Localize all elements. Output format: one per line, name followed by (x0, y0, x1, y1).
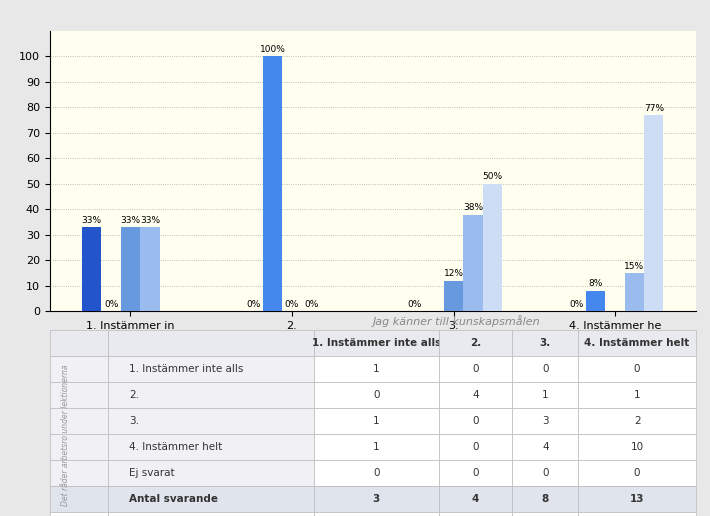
Bar (140, 227, 160, 312)
Text: 15%: 15% (624, 262, 645, 270)
Text: 77%: 77% (644, 104, 664, 112)
Bar (82, 227, 102, 312)
Text: 8%: 8% (589, 280, 603, 288)
Bar (463, 215, 483, 312)
Bar (121, 227, 140, 312)
Bar (444, 281, 463, 312)
Text: Det råder arbetsro under lektionerna: Det råder arbetsro under lektionerna (61, 364, 70, 506)
Text: 0%: 0% (246, 300, 261, 309)
Bar (644, 115, 664, 312)
Text: 0%: 0% (408, 300, 422, 309)
Bar (586, 291, 606, 312)
Text: 0%: 0% (304, 300, 319, 309)
Bar (263, 56, 283, 312)
Text: 38%: 38% (463, 203, 483, 212)
Text: Jag känner till kunskapsmålen: Jag känner till kunskapsmålen (373, 315, 540, 327)
Text: 12%: 12% (444, 269, 464, 278)
Text: 100%: 100% (260, 45, 285, 54)
Bar (625, 273, 644, 312)
Text: 0%: 0% (569, 300, 584, 309)
Text: 0%: 0% (104, 300, 119, 309)
Text: 33%: 33% (82, 216, 102, 225)
Text: 0%: 0% (285, 300, 299, 309)
Text: 50%: 50% (482, 172, 503, 182)
Text: 33%: 33% (121, 216, 141, 225)
Bar (483, 184, 502, 312)
Text: 33%: 33% (140, 216, 160, 225)
